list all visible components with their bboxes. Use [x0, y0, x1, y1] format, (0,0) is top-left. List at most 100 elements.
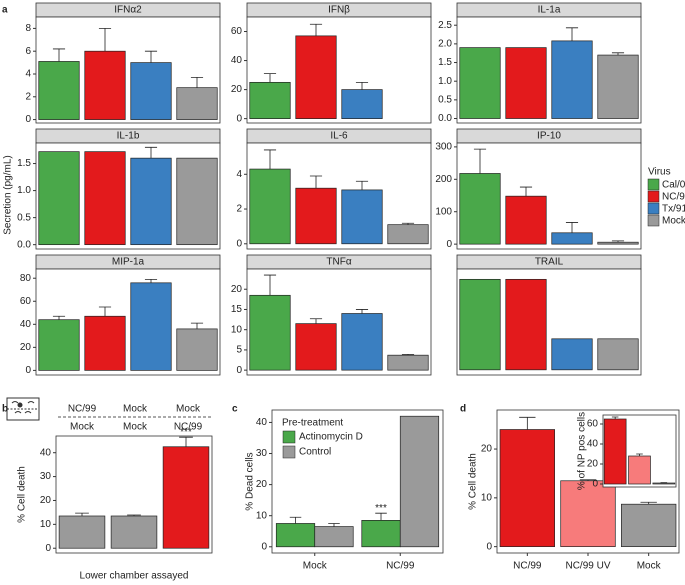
y-tick-label: 60	[20, 296, 32, 307]
bar	[176, 87, 218, 120]
error-bar	[473, 148, 487, 174]
bar	[130, 157, 172, 246]
bar	[249, 168, 291, 245]
error-bar	[328, 523, 340, 527]
y-tick-label: 20	[231, 284, 243, 295]
y-tick-label: 1.0	[17, 185, 31, 196]
y-axis-label: % Cell death	[468, 453, 479, 510]
error-bar	[309, 175, 323, 189]
bar	[38, 151, 80, 246]
facet-title: TRAIL	[535, 257, 564, 268]
y-axis-label: Secretion (pg/mL)	[3, 155, 14, 234]
y-tick-label: 2.5	[438, 20, 452, 31]
legend-swatch	[282, 445, 296, 459]
y-tick-label: 10	[256, 510, 268, 521]
y-tick-label: 1.5	[17, 158, 31, 169]
y-axis-label: % of NP pos cells	[577, 412, 588, 490]
error-bar	[309, 318, 323, 324]
y-tick-label: 10	[481, 492, 493, 503]
y-tick-label: 40	[256, 417, 268, 428]
bar	[130, 282, 172, 371]
chamber-lower-label: Mock	[70, 422, 95, 433]
panel-label: c	[232, 404, 238, 415]
legend-label: Actinomycin D	[299, 432, 363, 443]
facet-title: IP-10	[537, 131, 561, 142]
bar	[38, 61, 80, 120]
y-tick-label: 20	[256, 479, 268, 490]
y-tick-label: 60	[587, 419, 599, 430]
y-tick-label: 20	[231, 84, 243, 95]
error-bar	[144, 278, 158, 283]
error-bar	[355, 309, 369, 314]
bar	[38, 319, 80, 371]
error-bar	[355, 81, 369, 90]
bar	[361, 520, 401, 548]
y-tick-label: 4	[236, 169, 242, 180]
error-bar	[98, 27, 112, 52]
y-tick-label: 60	[231, 26, 243, 37]
bar	[628, 455, 651, 485]
bar	[505, 278, 547, 371]
bar	[84, 315, 126, 371]
x-tick-label: NC/99	[386, 561, 415, 572]
bar	[387, 354, 429, 371]
y-tick-label: 10	[40, 519, 52, 530]
error-bar	[75, 512, 89, 516]
x-tick-label: NC/99 UV	[565, 561, 610, 572]
x-axis-label: Lower chamber assayed	[80, 571, 189, 582]
bar	[176, 328, 218, 371]
chamber-upper-label: Mock	[176, 404, 201, 415]
y-tick-label: 20	[20, 342, 32, 353]
x-tick-label: Mock	[303, 561, 328, 572]
legend-swatch	[647, 178, 660, 191]
error-bar	[263, 149, 277, 170]
bar	[551, 40, 593, 119]
bar	[341, 189, 383, 245]
y-tick-label: 0	[45, 543, 51, 554]
legend-swatch	[647, 202, 660, 215]
error-bar	[401, 222, 415, 225]
y-tick-label: 40	[20, 319, 32, 330]
bar	[560, 480, 616, 548]
y-tick-label: 40	[587, 439, 599, 450]
chamber-lower-label: NC/99	[174, 422, 203, 433]
y-tick-label: 0	[25, 114, 31, 125]
y-tick-label: 0	[592, 479, 598, 490]
x-tick-label: NC/99	[513, 561, 542, 572]
error-bar	[289, 516, 302, 524]
legend-swatch	[647, 190, 660, 203]
legend-label: Mock	[662, 216, 685, 227]
y-tick-label: 8	[25, 23, 31, 34]
y-tick-label: 5	[236, 345, 242, 356]
y-tick-label: 2.0	[438, 39, 452, 50]
legend-title: Virus	[648, 167, 671, 178]
error-bar	[611, 416, 619, 419]
bar	[341, 313, 383, 371]
y-tick-label: 15	[231, 304, 243, 315]
error-bar	[263, 73, 277, 83]
error-bar	[565, 27, 579, 41]
error-bar	[263, 274, 277, 296]
significance-label: ***	[180, 427, 192, 438]
bar	[162, 446, 210, 549]
bar	[597, 338, 639, 371]
bar	[499, 429, 555, 548]
error-bar	[355, 180, 369, 190]
y-tick-label: 0.0	[17, 239, 31, 250]
bar	[341, 89, 383, 119]
error-bar	[565, 222, 579, 233]
significance-label: ***	[375, 503, 387, 514]
facet-title: IL-6	[330, 131, 348, 142]
facet-title: IL-1a	[538, 5, 561, 16]
y-tick-label: 300	[435, 142, 452, 153]
bar	[597, 54, 639, 119]
error-bar	[519, 416, 536, 430]
y-tick-label: 20	[40, 495, 52, 506]
error-bar	[52, 48, 66, 62]
facet-title: IFNβ	[328, 5, 350, 16]
bar	[652, 482, 676, 485]
y-tick-label: 0.0	[438, 113, 452, 124]
legend-swatch	[282, 430, 296, 444]
y-tick-label: 30	[40, 471, 52, 482]
bar	[597, 241, 639, 245]
